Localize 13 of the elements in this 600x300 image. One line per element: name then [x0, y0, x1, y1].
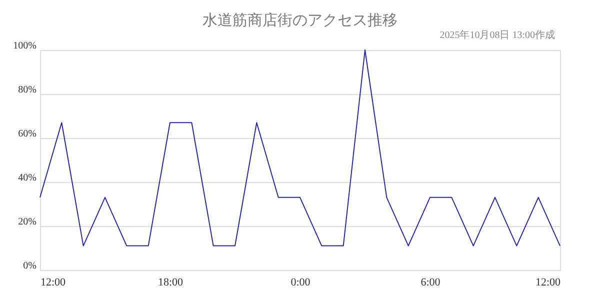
- y-tick-label: 40%: [18, 172, 36, 184]
- x-tick-label: 0:00: [290, 276, 311, 288]
- y-tick-label: 100%: [13, 40, 36, 52]
- x-tick-label: 12:00: [535, 276, 561, 288]
- text: 2025年10月08日 13:00作成: [440, 29, 555, 41]
- x-tick-label: 18:00: [158, 276, 184, 288]
- x-tick-label: 6:00: [420, 276, 441, 288]
- y-tick-label: 0%: [23, 260, 36, 272]
- y-tick-label: 20%: [18, 216, 36, 228]
- y-tick-label: 60%: [18, 128, 36, 140]
- x-tick-label: 12:00: [40, 276, 66, 288]
- chart-title: 水道筋商店街のアクセス推移: [202, 12, 398, 29]
- y-tick-label: 80%: [18, 84, 36, 96]
